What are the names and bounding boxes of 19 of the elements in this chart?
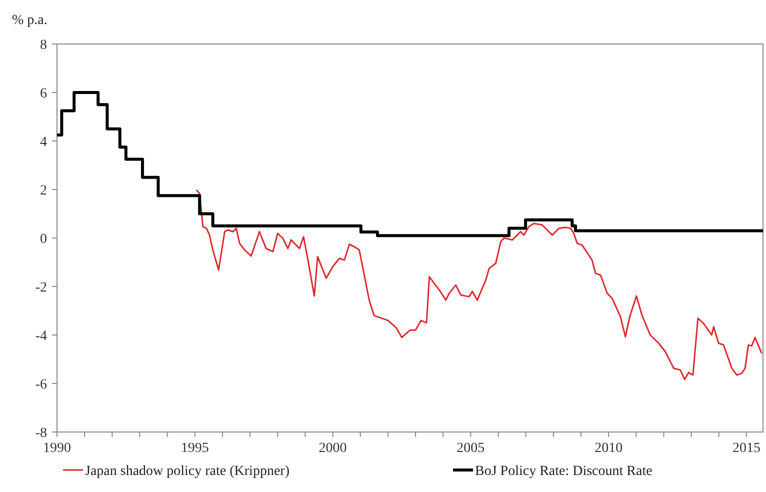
x-tick-label: 1995 bbox=[180, 441, 209, 456]
y-tick-label: -6 bbox=[35, 377, 47, 392]
x-tick-label: 2010 bbox=[594, 441, 623, 456]
x-tick-label: 2000 bbox=[318, 441, 347, 456]
y-tick-label: -4 bbox=[35, 328, 47, 344]
y-axis-title: % p.a. bbox=[12, 13, 48, 28]
y-tick-label: -2 bbox=[35, 280, 47, 296]
y-tick-label: -8 bbox=[35, 426, 47, 441]
x-tick-label: 2005 bbox=[456, 441, 485, 456]
legend-label: Japan shadow policy rate (Krippner) bbox=[85, 464, 290, 479]
y-tick-label: 0 bbox=[40, 232, 47, 247]
legend-label: BoJ Policy Rate: Discount Rate bbox=[475, 464, 652, 479]
y-tick-label: 8 bbox=[40, 38, 47, 53]
line-series bbox=[196, 189, 762, 380]
x-tick-label: 1990 bbox=[43, 441, 71, 456]
y-tick-label: 2 bbox=[40, 183, 47, 198]
x-tick-label: 2015 bbox=[732, 441, 760, 456]
y-tick-label: 4 bbox=[40, 134, 47, 150]
y-tick-label: 6 bbox=[40, 86, 47, 102]
